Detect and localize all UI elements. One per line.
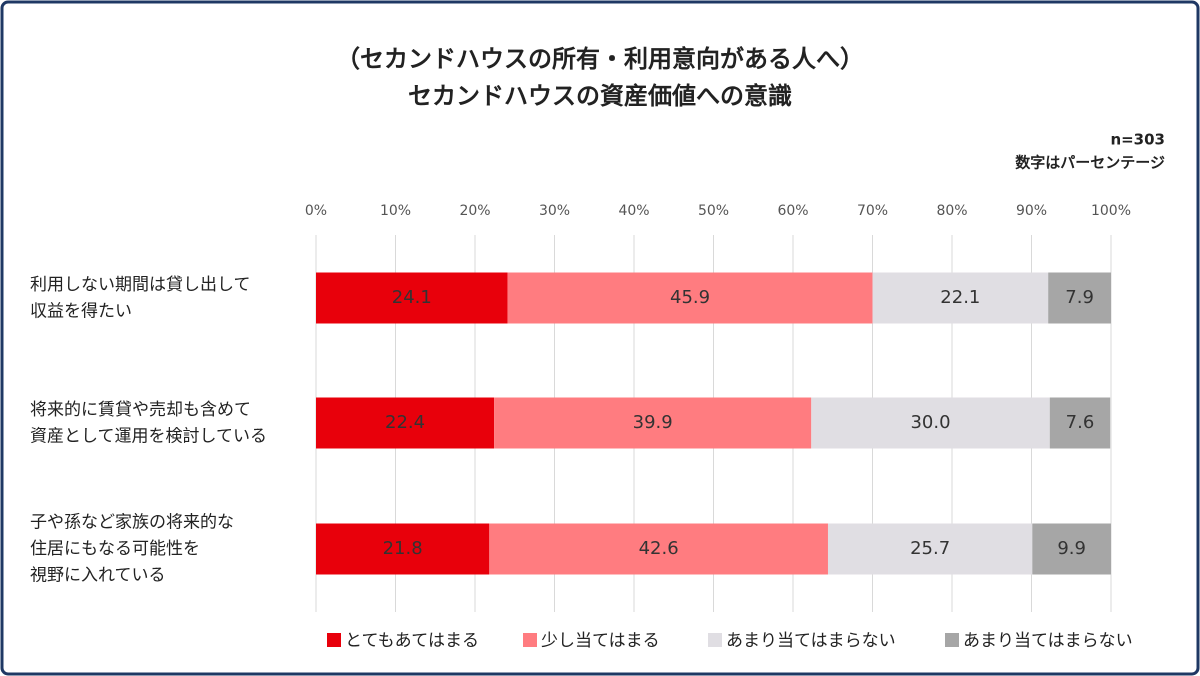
value-label: 25.7 xyxy=(910,538,950,559)
legend-label: あまり当てはまらない xyxy=(963,631,1133,651)
legend-label: とてもあてはまる xyxy=(345,631,479,651)
x-tick-label: 0% xyxy=(305,203,327,219)
category-label: 子や孫など家族の将来的な xyxy=(30,513,234,533)
value-label: 9.9 xyxy=(1057,538,1086,559)
bar-segment xyxy=(316,397,495,449)
bar-segment xyxy=(1049,397,1111,449)
legend-swatch xyxy=(945,633,959,647)
legend-swatch xyxy=(327,633,341,647)
x-tick-label: 60% xyxy=(777,203,808,219)
value-label: 30.0 xyxy=(910,412,950,433)
subtitle: n=303 xyxy=(1110,131,1165,149)
bar-segment xyxy=(1048,272,1111,324)
bar-segment xyxy=(1032,523,1111,575)
bar-segment xyxy=(827,523,1033,575)
value-label: 7.9 xyxy=(1065,287,1094,308)
category-label: 住居にもなる可能性を xyxy=(30,539,200,559)
subtitle: 数字はパーセンテージ xyxy=(1015,154,1165,172)
x-tick-label: 80% xyxy=(936,203,967,219)
bar-segment xyxy=(811,397,1050,449)
legend-label: あまり当てはまらない xyxy=(726,631,896,651)
value-label: 22.1 xyxy=(940,287,980,308)
value-label: 24.1 xyxy=(392,287,432,308)
x-tick-label: 70% xyxy=(857,203,888,219)
bar-segment xyxy=(494,397,812,449)
value-label: 7.6 xyxy=(1066,412,1095,433)
x-tick-label: 100% xyxy=(1091,203,1131,219)
category-label: 将来的に賃貸や売却も含めて xyxy=(30,400,251,420)
x-tick-label: 40% xyxy=(618,203,649,219)
value-label: 22.4 xyxy=(385,412,425,433)
x-tick-label: 90% xyxy=(1016,203,1047,219)
bar-segment xyxy=(507,272,873,324)
legend-label: 少し当てはまる xyxy=(541,631,660,651)
bar-segment xyxy=(316,272,508,324)
value-label: 42.6 xyxy=(639,538,679,559)
value-label: 21.8 xyxy=(383,538,423,559)
x-tick-label: 20% xyxy=(459,203,490,219)
value-label: 45.9 xyxy=(670,287,710,308)
legend-swatch xyxy=(708,633,722,647)
x-tick-label: 30% xyxy=(539,203,570,219)
bar-segment xyxy=(489,523,828,575)
category-label: 資産として運用を検討している xyxy=(30,426,267,446)
bar-segment xyxy=(316,523,490,575)
legend-swatch xyxy=(523,633,537,647)
category-label: 収益を得たい xyxy=(30,301,132,321)
chart-title: セカンドハウスの資産価値への意識 xyxy=(408,82,792,110)
chart-title: （セカンドハウスの所有・利用意向がある人へ） xyxy=(336,45,864,73)
bar-segment xyxy=(872,272,1049,324)
value-label: 39.9 xyxy=(633,412,673,433)
category-label: 視野に入れている xyxy=(30,566,166,586)
x-tick-label: 10% xyxy=(380,203,411,219)
x-tick-label: 50% xyxy=(698,203,729,219)
category-label: 利用しない期間は貸し出して xyxy=(30,275,251,295)
